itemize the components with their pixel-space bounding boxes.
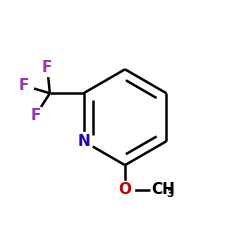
Text: 3: 3 — [166, 189, 173, 199]
Text: F: F — [19, 78, 29, 93]
Text: CH: CH — [151, 182, 175, 197]
Text: F: F — [30, 108, 41, 123]
Text: F: F — [42, 60, 52, 75]
Text: O: O — [118, 182, 132, 197]
Text: N: N — [77, 134, 90, 149]
